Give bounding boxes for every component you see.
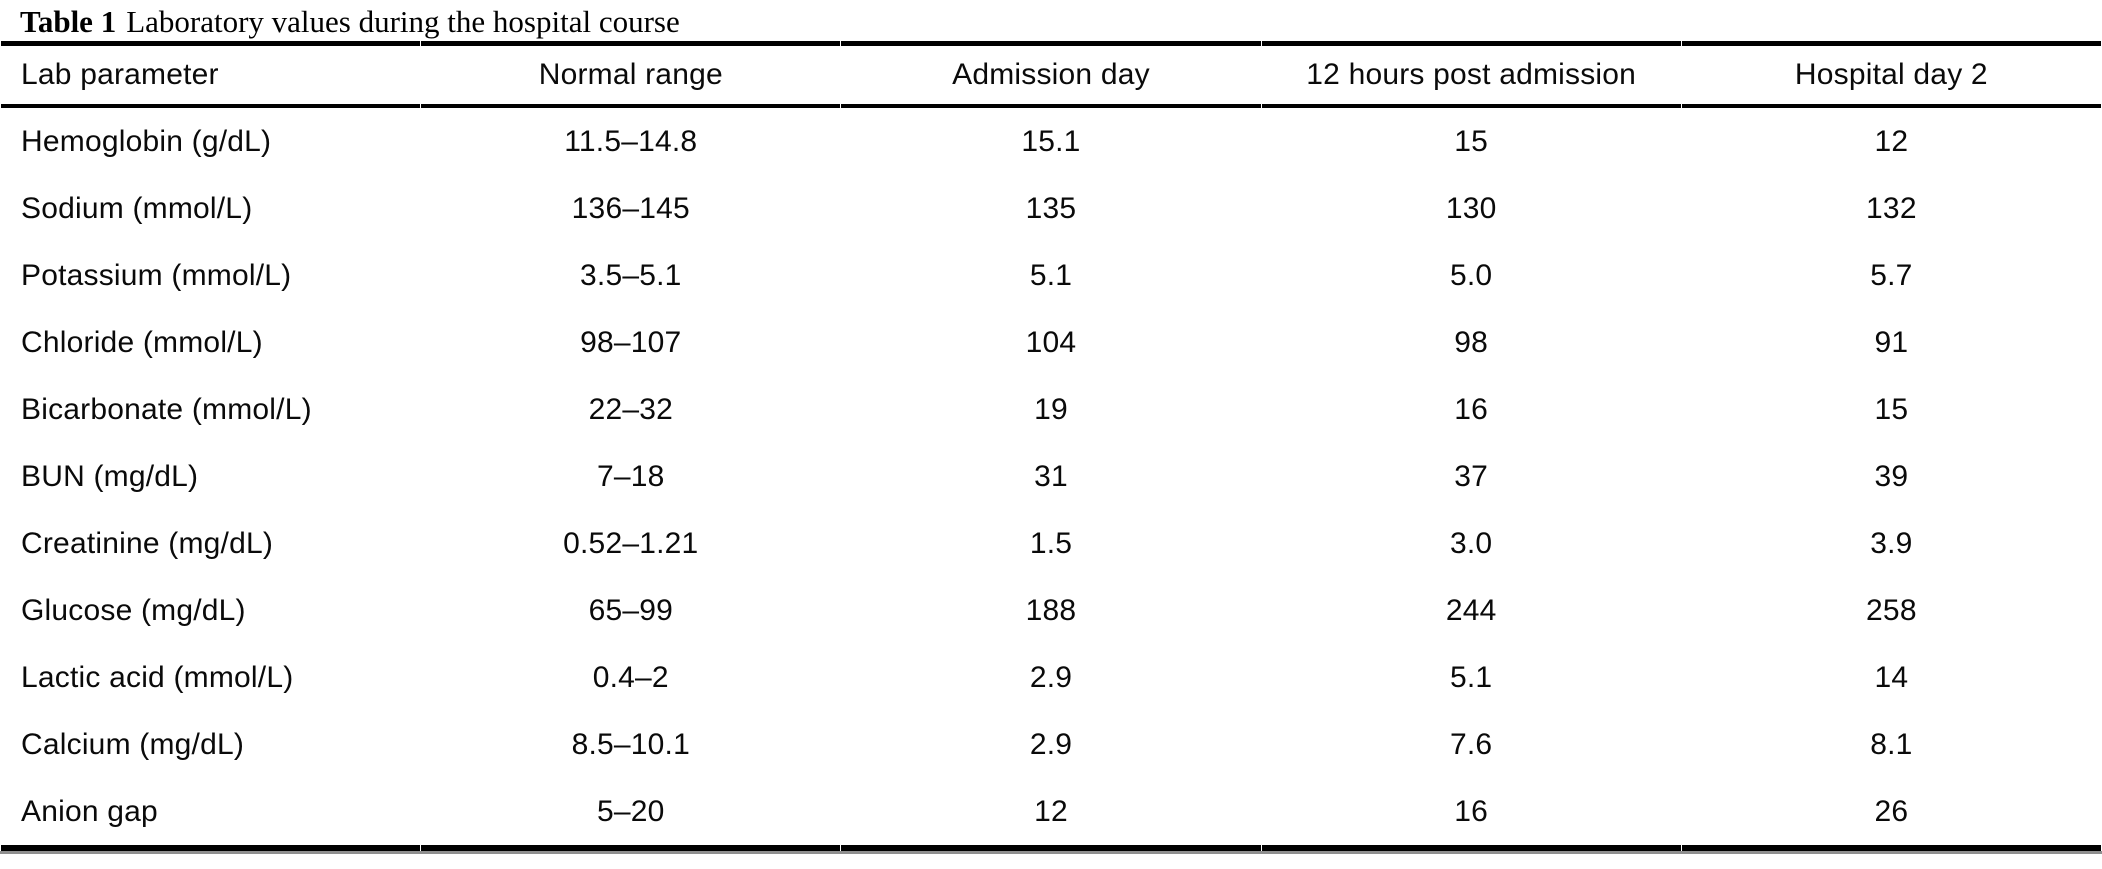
value-cell: 3.5–5.1 [580,258,682,292]
table-row-bun: BUN (mg/dL) 7–18 31 37 39 [1,443,2101,510]
row-label: Calcium (mg/dL) [21,727,245,761]
value-cell: 37 [1454,459,1489,493]
row-label: BUN (mg/dL) [21,459,199,493]
table-row-bicarbonate: Bicarbonate (mmol/L) 22–32 19 16 15 [1,376,2101,443]
row-label: Glucose (mg/dL) [21,593,246,627]
table-row-potassium: Potassium (mmol/L) 3.5–5.1 5.1 5.0 5.7 [1,242,2101,309]
table-row-sodium: Sodium (mmol/L) 136–145 135 130 132 [1,175,2101,242]
value-cell: 91 [1874,325,1909,359]
row-label: Creatinine (mg/dL) [21,526,274,560]
column-header-lab-parameter: Lab parameter [1,41,421,108]
table-bottom-rule [0,851,2102,854]
row-label: Hemoglobin (g/dL) [21,124,272,158]
value-cell: 15.1 [1021,124,1081,158]
table-row-lactic-acid: Lactic acid (mmol/L) 0.4–2 2.9 5.1 14 [1,644,2101,711]
value-cell: 14 [1874,660,1909,694]
value-cell: 136–145 [571,191,690,225]
value-cell: 1.5 [1029,526,1073,560]
row-label: Lactic acid (mmol/L) [21,660,294,694]
value-cell: 258 [1866,593,1917,627]
value-cell: 7–18 [597,459,665,493]
table-caption-text: Laboratory values during the hospital co… [126,4,680,39]
value-cell: 2.9 [1029,727,1073,761]
value-cell: 11.5–14.8 [564,124,698,158]
value-cell: 26 [1681,778,2101,851]
table-row-creatinine: Creatinine (mg/dL) 0.52–1.21 1.5 3.0 3.9 [1,510,2101,577]
value-cell: 3.9 [1870,526,1913,560]
column-header-admission-day: Admission day [841,41,1261,108]
value-cell: 15 [1874,392,1909,426]
value-cell: 2.9 [1029,660,1073,694]
value-cell: 5.7 [1870,258,1913,292]
table-row-calcium: Calcium (mg/dL) 8.5–10.1 2.9 7.6 8.1 [1,711,2101,778]
header-row: Lab parameter Normal range Admission day… [1,41,2101,108]
value-cell: 16 [1454,392,1489,426]
row-label: Bicarbonate (mmol/L) [21,392,312,426]
value-cell: 188 [1025,593,1077,627]
value-cell: 5.0 [1450,258,1493,292]
row-label: Potassium (mmol/L) [21,258,292,292]
table-row-hemoglobin: Hemoglobin (g/dL) 11.5–14.8 15.1 15 12 [1,108,2101,175]
value-cell: 39 [1874,459,1909,493]
value-cell: 130 [1445,191,1497,225]
value-cell: 98–107 [580,325,682,359]
value-cell: 16 [1261,778,1681,851]
row-label: Anion gap [1,778,421,851]
value-cell: 3.0 [1450,526,1493,560]
table-caption-label: Table 1 [20,4,117,39]
value-cell: 8.1 [1870,727,1913,761]
lab-values-table: Lab parameter Normal range Admission day… [0,41,2102,851]
value-cell: 244 [1445,593,1497,627]
value-cell: 12 [841,778,1261,851]
table-row-anion-gap: Anion gap 5–20 12 16 26 [1,778,2101,851]
value-cell: 8.5–10.1 [571,727,690,761]
value-cell: 15 [1454,124,1489,158]
value-cell: 98 [1454,325,1489,359]
value-cell: 0.4–2 [592,660,669,694]
row-label: Sodium (mmol/L) [21,191,253,225]
value-cell: 5–20 [421,778,841,851]
value-cell: 65–99 [588,593,673,627]
value-cell: 5.1 [1450,660,1493,694]
column-header-hospital-day-2: Hospital day 2 [1681,41,2101,108]
value-cell: 132 [1866,191,1917,225]
value-cell: 0.52–1.21 [563,526,699,560]
value-cell: 19 [1034,392,1068,426]
value-cell: 31 [1034,459,1068,493]
value-cell: 104 [1025,325,1077,359]
value-cell: 22–32 [588,392,673,426]
column-header-12h-post-admission: 12 hours post admission [1261,41,1681,108]
value-cell: 5.1 [1029,258,1073,292]
column-header-normal-range: Normal range [421,41,841,108]
value-cell: 12 [1874,124,1909,158]
row-label: Chloride (mmol/L) [21,325,263,359]
table-row-chloride: Chloride (mmol/L) 98–107 104 98 91 [1,309,2101,376]
table-caption: Table 1 Laboratory values during the hosp… [0,0,2102,41]
value-cell: 135 [1025,191,1077,225]
value-cell: 7.6 [1450,727,1493,761]
table-row-glucose: Glucose (mg/dL) 65–99 188 244 258 [1,577,2101,644]
